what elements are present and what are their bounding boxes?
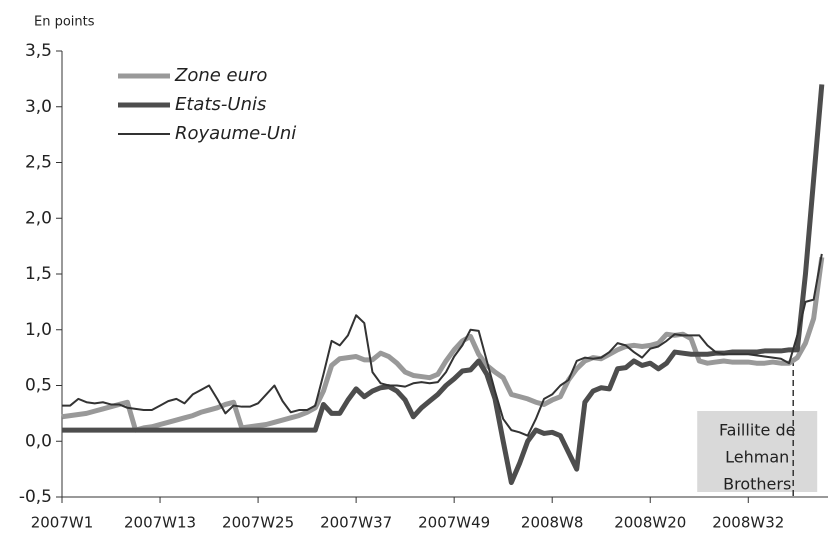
y-tick-label: 1,0 <box>25 320 52 340</box>
annotation-text: Faillite de <box>719 421 796 440</box>
x-tick-label: 2007W37 <box>320 514 392 532</box>
series-line <box>61 256 825 433</box>
legend-label: Etats-Unis <box>175 94 266 115</box>
annotation-text: Lehman <box>725 448 789 467</box>
series-line <box>62 84 825 486</box>
x-tick-label: 2007W49 <box>418 514 490 532</box>
legend-label: Zone euro <box>174 65 267 86</box>
y-tick-label: 0,5 <box>25 376 52 396</box>
y-tick-label: 1,5 <box>25 264 52 284</box>
y-tick-label: 2,0 <box>25 208 52 228</box>
annotation-text: Brothers <box>723 475 791 494</box>
x-tick-label: 2007W13 <box>124 514 196 532</box>
x-tick-label: 2007W25 <box>222 514 294 532</box>
y-tick-label: 3,5 <box>25 41 52 61</box>
x-tick-label: 2008W20 <box>614 514 686 532</box>
series-line <box>62 253 823 437</box>
x-tick-label: 2008W32 <box>712 514 784 532</box>
x-tick-label: 2007W1 <box>31 514 94 532</box>
y-tick-label: 0,0 <box>25 431 52 451</box>
unit-label: En points <box>34 15 95 30</box>
legend-label: Royaume-Uni <box>175 123 296 144</box>
x-tick-label: 2008W8 <box>521 514 584 532</box>
annotation-box <box>697 411 818 492</box>
y-tick-label: -0,5 <box>19 487 52 507</box>
y-tick-label: 2,5 <box>25 153 52 173</box>
y-tick-label: 3,0 <box>25 97 52 117</box>
